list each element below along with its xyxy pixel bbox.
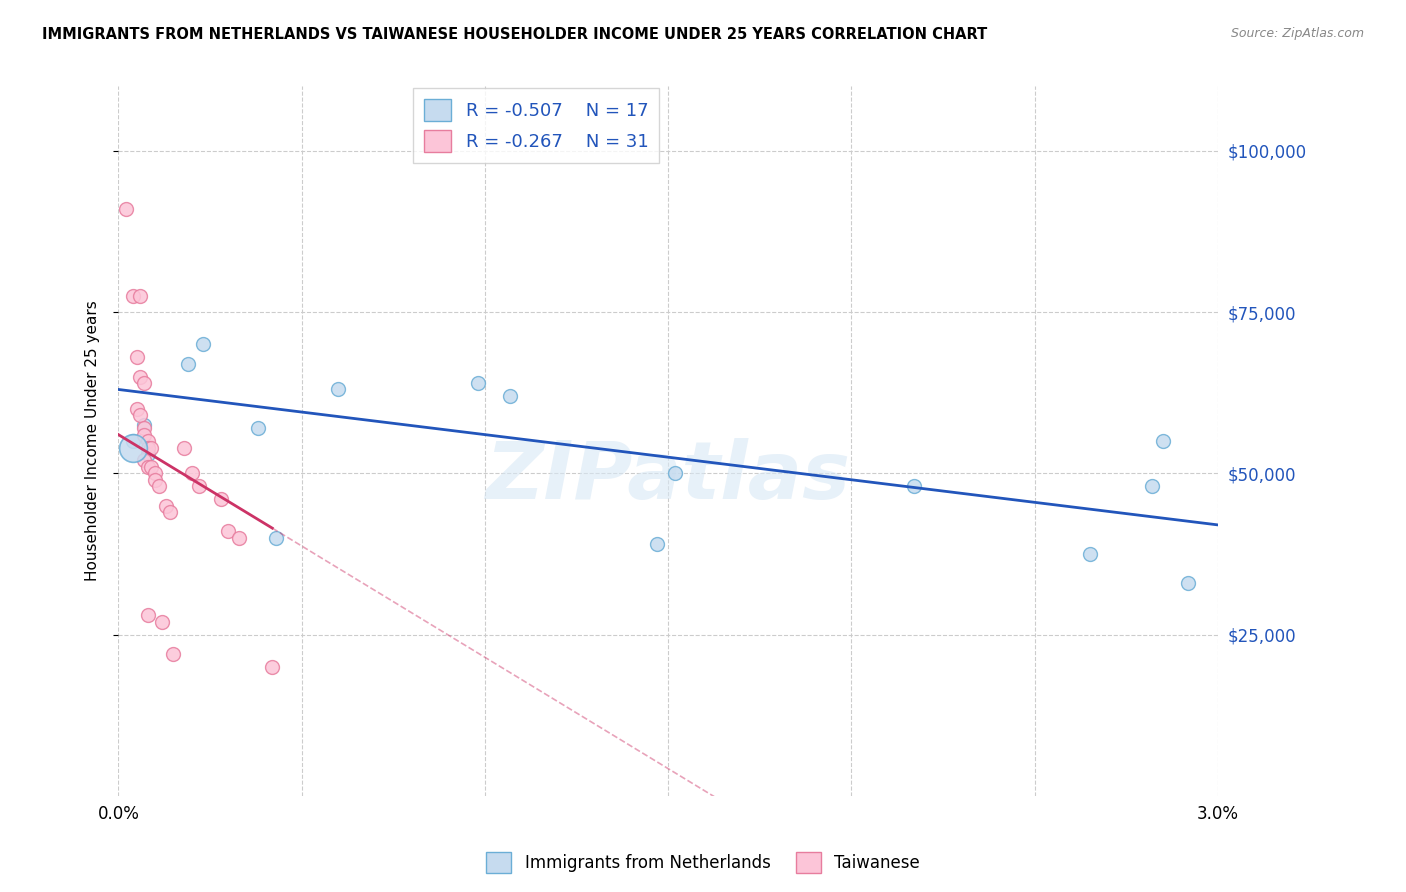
Point	[136, 434, 159, 448]
Point	[264, 531, 287, 545]
Point	[328, 383, 350, 397]
Text: ZIPatlas: ZIPatlas	[485, 438, 851, 516]
Point	[148, 479, 170, 493]
Point	[1152, 434, 1174, 448]
Point	[903, 479, 925, 493]
Y-axis label: Householder Income Under 25 years: Householder Income Under 25 years	[86, 301, 100, 582]
Point	[143, 473, 166, 487]
Legend: Immigrants from Netherlands, Taiwanese: Immigrants from Netherlands, Taiwanese	[479, 846, 927, 880]
Point	[132, 421, 155, 435]
Point	[180, 467, 202, 481]
Point	[1177, 576, 1199, 591]
Point	[467, 376, 489, 390]
Point	[125, 350, 148, 364]
Point	[209, 492, 232, 507]
Point	[136, 447, 159, 461]
Point	[1078, 547, 1101, 561]
Point	[228, 531, 250, 545]
Point	[114, 202, 136, 216]
Point	[132, 376, 155, 390]
Text: IMMIGRANTS FROM NETHERLANDS VS TAIWANESE HOUSEHOLDER INCOME UNDER 25 YEARS CORRE: IMMIGRANTS FROM NETHERLANDS VS TAIWANESE…	[42, 27, 987, 42]
Point	[499, 389, 522, 403]
Point	[159, 505, 181, 519]
Point	[141, 441, 163, 455]
Point	[141, 459, 163, 474]
Point	[177, 357, 200, 371]
Point	[262, 660, 284, 674]
Point	[191, 337, 214, 351]
Point	[664, 467, 686, 481]
Point	[246, 421, 269, 435]
Point	[188, 479, 211, 493]
Point	[217, 524, 239, 539]
Point	[136, 459, 159, 474]
Point	[122, 289, 145, 303]
Point	[132, 417, 155, 432]
Point	[155, 499, 177, 513]
Point	[132, 453, 155, 467]
Point	[162, 647, 184, 661]
Point	[136, 608, 159, 623]
Point	[129, 369, 152, 384]
Point	[129, 289, 152, 303]
Point	[129, 409, 152, 423]
Point	[173, 441, 195, 455]
Legend: R = -0.507    N = 17, R = -0.267    N = 31: R = -0.507 N = 17, R = -0.267 N = 31	[413, 88, 659, 163]
Point	[150, 615, 173, 629]
Point	[1140, 479, 1163, 493]
Point	[122, 434, 145, 448]
Point	[143, 467, 166, 481]
Point	[136, 441, 159, 455]
Text: Source: ZipAtlas.com: Source: ZipAtlas.com	[1230, 27, 1364, 40]
Point	[125, 401, 148, 416]
Point	[132, 427, 155, 442]
Point	[645, 537, 668, 551]
Point	[122, 441, 145, 455]
